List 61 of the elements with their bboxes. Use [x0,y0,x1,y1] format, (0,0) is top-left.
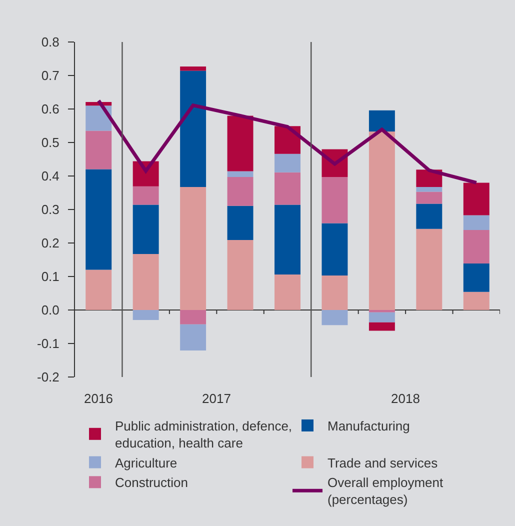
bar [86,130,112,170]
bar [227,171,254,178]
bar [416,204,442,229]
legend-label: Agriculture [115,455,178,470]
bar [416,187,442,192]
bar [227,177,254,206]
bar [274,154,300,172]
bar [132,204,159,254]
y-tick-label: 0.6 [41,102,60,117]
bar [416,228,442,310]
y-tick-label: 0.1 [41,269,60,284]
bar [274,204,300,274]
bar [180,324,206,351]
y-tick-label: 0.0 [41,302,60,318]
bar [227,206,254,240]
bar [368,131,395,310]
bar [227,240,254,310]
bar [463,230,490,264]
bar [86,106,112,131]
bar [86,270,112,310]
bar [132,254,159,310]
bar [463,215,490,230]
bar [368,312,395,322]
legend-label: Trade and services [328,455,438,470]
text: 2018 [391,391,420,406]
y-tick-label: -0.1 [36,336,60,352]
legend-label: Overall employment (percentages) [328,475,444,508]
bar [86,169,112,270]
legend-label: Manufacturing [328,418,410,434]
bar [322,276,348,310]
legend-label: Public administration, defence, education, health care [115,418,292,450]
y-tick-label: -0.2 [36,370,60,385]
bar [180,187,206,310]
bar [368,322,395,331]
y-tick-label: 0.2 [41,236,60,251]
y-tick-label: 0.4 [41,168,60,184]
text: 2017 [202,391,231,406]
y-tick-label: 0.5 [41,135,60,150]
bar [368,110,395,132]
text: 2016 [84,391,113,406]
y-tick-label: 0.8 [41,34,60,50]
bar [132,310,159,320]
bar [322,223,348,276]
bar [463,292,490,310]
bar [132,186,159,205]
bar [180,66,206,71]
bar [180,70,206,188]
bar [463,182,490,216]
y-tick-label: 0.3 [41,202,60,218]
y-tick-label: 0.7 [41,68,60,84]
bar [274,126,300,154]
legend-label: Construction [115,475,188,490]
bar [180,310,206,324]
line-series [96,98,478,184]
bar [274,172,300,205]
bar [416,192,442,204]
bar [322,177,348,224]
bar [227,116,254,172]
bar [274,274,300,310]
bar [463,263,490,292]
bar [322,310,348,326]
